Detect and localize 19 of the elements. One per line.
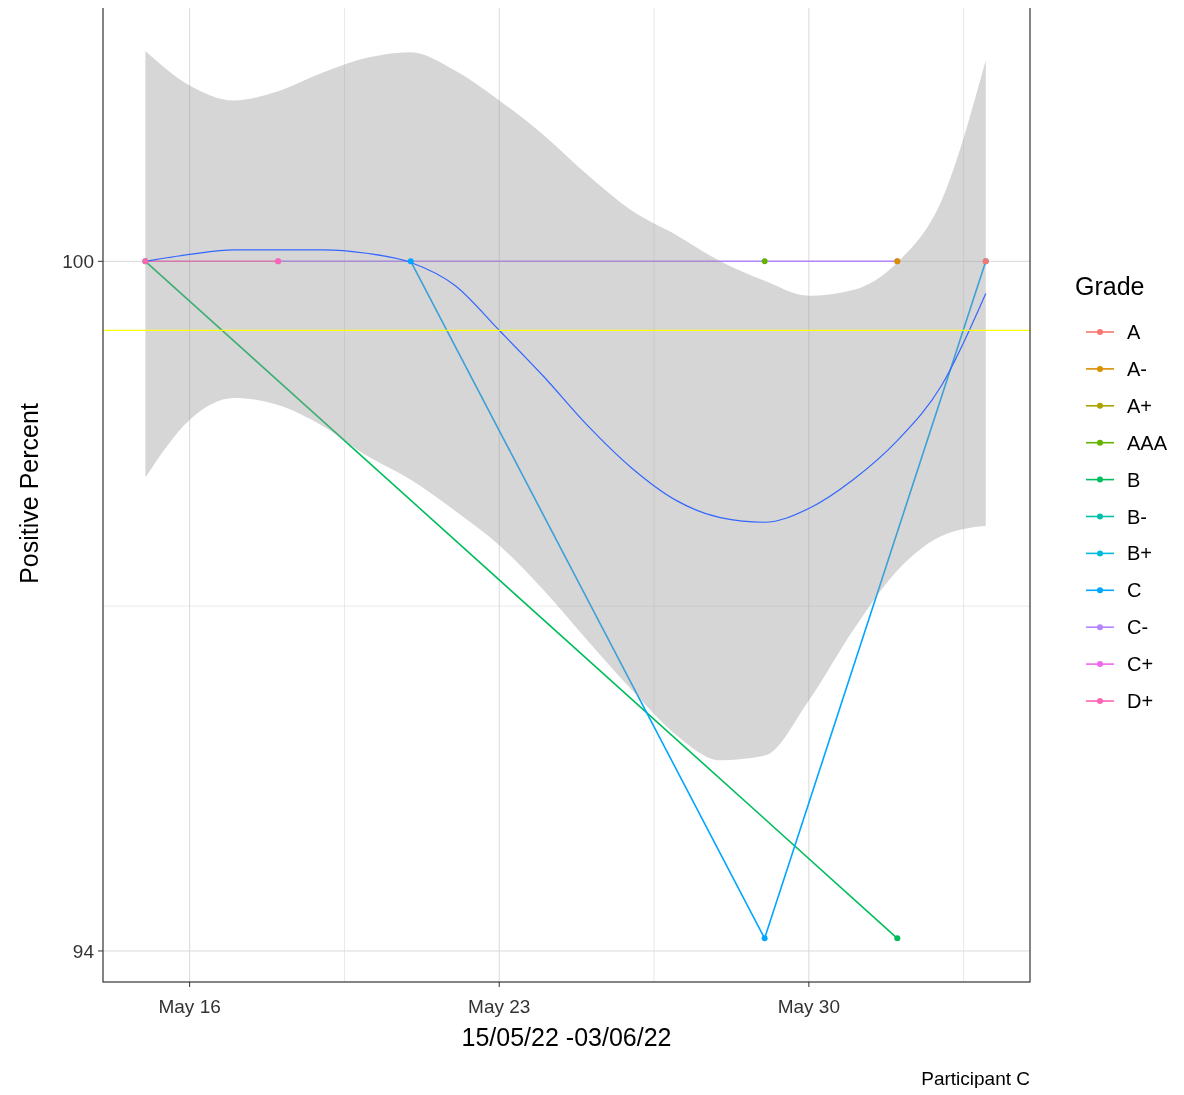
legend-label: A+ bbox=[1127, 394, 1153, 417]
y-tick-label: 100 bbox=[62, 251, 94, 273]
legend-label: B bbox=[1127, 468, 1141, 491]
y-axis-title: Positive Percent bbox=[15, 403, 43, 584]
legend-label: A- bbox=[1127, 357, 1147, 380]
legend-label: C+ bbox=[1127, 653, 1154, 676]
legend-label: D+ bbox=[1127, 690, 1154, 712]
legend-title: Grade bbox=[1075, 272, 1145, 300]
legend-label: B+ bbox=[1127, 542, 1153, 565]
x-axis-title: 15/05/22 -03/06/22 bbox=[461, 1023, 672, 1051]
legend-label: C bbox=[1127, 579, 1142, 602]
y-tick-label: 94 bbox=[72, 940, 95, 962]
x-tick-label: May 16 bbox=[158, 996, 221, 1017]
x-tick-label: May 23 bbox=[468, 996, 531, 1017]
legend-label: A bbox=[1127, 321, 1141, 343]
legend-label: C- bbox=[1127, 616, 1149, 639]
legend-label: AAA bbox=[1127, 431, 1168, 454]
legend-label: B- bbox=[1127, 505, 1147, 528]
x-tick-label: May 30 bbox=[777, 996, 840, 1017]
